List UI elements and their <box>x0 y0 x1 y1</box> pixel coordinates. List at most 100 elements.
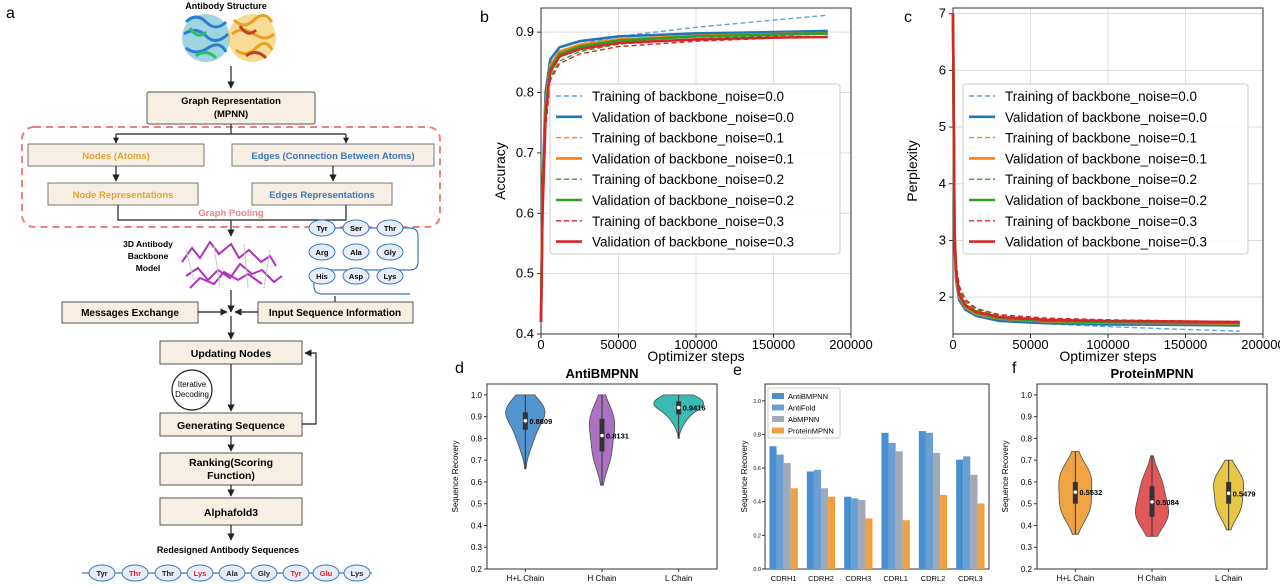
y-tick-label: 0.6 <box>516 205 534 220</box>
node-representations-box <box>47 182 199 206</box>
legend-label: AntiFold <box>788 404 816 413</box>
residue-node <box>376 243 404 261</box>
x-tick-label: CDRH2 <box>808 574 834 583</box>
node-representations-label: Node Representations <box>73 190 174 201</box>
y-tick-label: 6 <box>939 62 946 77</box>
residue-label: Ser <box>350 224 362 233</box>
y-tick-label: 0.9 <box>516 24 534 39</box>
generating-sequence-label: Generating Sequence <box>177 420 285 432</box>
residue-node <box>376 219 404 237</box>
residue-label: Asp <box>349 272 364 281</box>
bar <box>925 432 933 569</box>
y-tick-label: 0.6 <box>471 478 483 487</box>
y-tick-label: 0.5 <box>1021 500 1033 509</box>
y-tick-label: 2 <box>939 289 946 304</box>
y-tick-label: 0.6 <box>753 466 761 472</box>
chart-b: 0 50000 100000 150000 200000 0.4 0.5 0.6 0.7 0.8 0… <box>492 7 873 364</box>
violin-median-dot <box>1150 500 1154 504</box>
antibody-structure-label: Antibody Structure <box>185 1 267 11</box>
y-tick-label: 0.0 <box>753 567 761 573</box>
x-tick-label: 50000 <box>600 337 636 352</box>
plot-frame <box>540 7 852 335</box>
bar <box>881 432 889 569</box>
y-tick-label: 0.4 <box>1021 521 1033 530</box>
legend-label: ProteinMPNN <box>788 427 834 436</box>
legend-label: Validation of backbone_noise=0.0 <box>592 110 794 125</box>
legend-label: AbMPNN <box>788 415 819 424</box>
legend-label: Validation of backbone_noise=0.3 <box>1005 235 1207 250</box>
y-tick-label: 0.3 <box>1021 543 1033 552</box>
backbone-label-3: Model <box>136 263 161 273</box>
panel-letter-f: f <box>1012 360 1017 377</box>
x-tick-label: CDRH3 <box>845 574 871 583</box>
final-residue-node <box>121 564 149 582</box>
x-tick-label: CDRL3 <box>958 574 983 583</box>
bar <box>956 459 964 569</box>
y-tick-label: 0.3 <box>471 543 483 552</box>
bar <box>783 463 791 569</box>
y-tick-label: 0.9 <box>471 413 483 422</box>
y-tick-label: 0.5 <box>471 500 483 509</box>
y-axis-label: Accuracy <box>492 142 508 200</box>
y-tick-label: 0.2 <box>1021 565 1033 574</box>
residue-grid <box>313 227 419 295</box>
x-axis-label: Optimizer steps <box>647 348 744 364</box>
graph-representation-sub: (MPNN) <box>214 109 248 120</box>
series-line <box>951 13 1240 324</box>
x-tick-label: 0 <box>537 337 544 352</box>
legend-label: Training of backbone_noise=0.2 <box>592 172 784 187</box>
residue-node <box>308 219 336 237</box>
bar <box>977 503 985 569</box>
legend-label: Validation of backbone_noise=0.1 <box>1005 151 1207 166</box>
final-residue-node <box>88 564 116 582</box>
final-residue-label: Lys <box>351 569 364 578</box>
y-axis-label: Sequence Recovery <box>1001 440 1010 512</box>
chart-title: AntiBMPNN <box>566 366 639 381</box>
y-tick-label: 0.5 <box>516 266 534 281</box>
edges-label: Edges (Connection Between Atoms) <box>251 151 414 162</box>
edge-representations-label: Edges Representations <box>269 190 375 201</box>
bar <box>888 442 896 569</box>
legend-label: Validation of backbone_noise=0.1 <box>592 151 794 166</box>
violin-median-dot <box>523 419 528 423</box>
chart-f: 0.2 0.3 0.4 0.5 0.6 0.7 0.8 0.9 1.0 Sequence Reco… <box>1001 366 1268 583</box>
y-tick-label: 0.4 <box>753 500 761 506</box>
final-residue-label: Ala <box>226 569 239 578</box>
panel-letter-e: e <box>733 362 742 379</box>
x-tick-label: H+L Chain <box>506 574 544 583</box>
ranking-box <box>159 452 303 486</box>
y-tick-label: 1.0 <box>471 391 483 400</box>
bar <box>902 520 910 569</box>
legend-label: Validation of backbone_noise=0.0 <box>1005 110 1207 125</box>
bar <box>821 488 829 569</box>
bar <box>918 431 926 569</box>
final-residue-label: Thr <box>162 569 174 578</box>
final-residue-node <box>250 564 278 582</box>
input-sequence-label: Input Sequence Information <box>269 308 401 319</box>
legend-box <box>549 83 841 255</box>
x-tick-label: H Chain <box>1138 574 1167 583</box>
ranking-label-1: Ranking(Scoring <box>189 457 273 469</box>
median-label: 0.5084 <box>1156 498 1180 507</box>
legend-swatch <box>772 416 784 422</box>
legend-label: Training of backbone_noise=0.1 <box>1005 131 1197 146</box>
iterative-label-2: Decoding <box>175 390 209 399</box>
x-tick-label: CDRL2 <box>921 574 946 583</box>
chart-e: 0.0 0.2 0.4 0.6 0.8 1.0 Sequence Recovery CDRH1… <box>740 383 990 583</box>
bar <box>940 495 948 569</box>
bar <box>844 496 852 569</box>
alphafold-box <box>159 497 303 526</box>
antibody-structure-image <box>182 14 276 62</box>
y-axis-label: Sequence Recovery <box>740 440 749 512</box>
bar <box>970 474 978 569</box>
chart-d: 0.2 0.3 0.4 0.5 0.6 0.7 0.8 0.9 1.0 Sequence Reco… <box>451 366 718 583</box>
final-residue-label: Tyr <box>290 569 301 578</box>
y-tick-label: 4 <box>939 176 946 191</box>
nodes-label: Nodes (Atoms) <box>82 151 150 162</box>
legend-label: Validation of backbone_noise=0.2 <box>1005 193 1207 208</box>
residue-label: Tyr <box>316 224 327 233</box>
backbone-model-image <box>181 240 283 289</box>
y-tick-label: 0.8 <box>471 434 483 443</box>
residue-node <box>308 267 336 285</box>
alphafold-label: Alphafold3 <box>204 507 258 519</box>
